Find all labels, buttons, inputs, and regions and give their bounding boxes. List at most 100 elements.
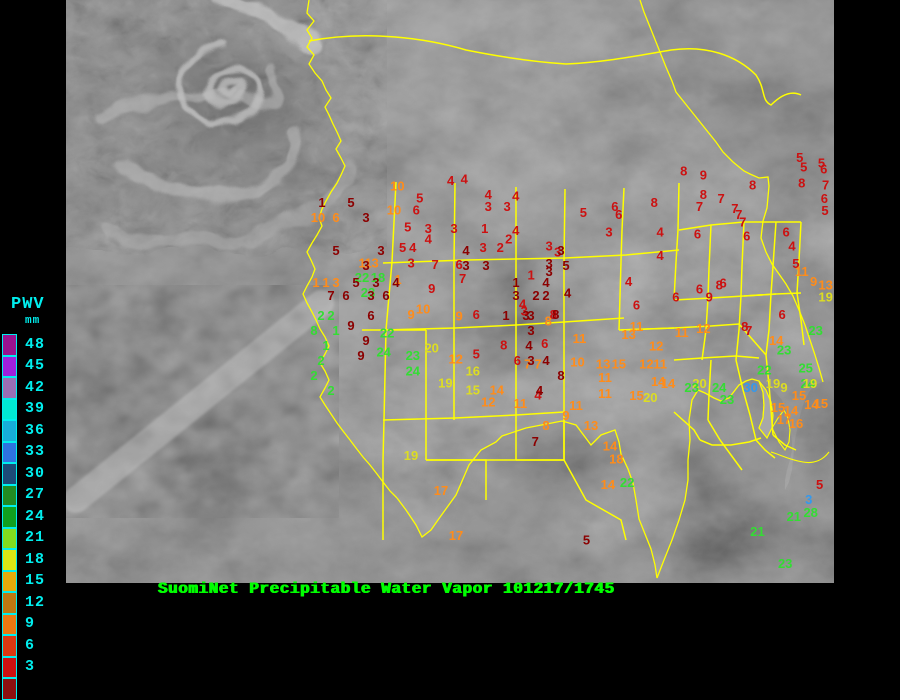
svg-text:12: 12 — [448, 351, 462, 366]
svg-text:5: 5 — [580, 205, 587, 220]
svg-text:4: 4 — [525, 338, 533, 353]
svg-text:6: 6 — [514, 353, 521, 368]
svg-text:15: 15 — [629, 388, 643, 403]
svg-text:24: 24 — [406, 363, 421, 378]
svg-text:2: 2 — [542, 288, 549, 303]
svg-text:3: 3 — [362, 210, 369, 225]
svg-text:5: 5 — [816, 477, 823, 492]
svg-text:8: 8 — [557, 368, 564, 383]
svg-text:30: 30 — [743, 380, 757, 395]
svg-text:6: 6 — [782, 225, 789, 240]
svg-text:6: 6 — [541, 336, 548, 351]
svg-text:24: 24 — [376, 345, 391, 360]
svg-text:4: 4 — [461, 171, 469, 186]
svg-text:4: 4 — [542, 353, 550, 368]
svg-text:11: 11 — [573, 331, 587, 346]
svg-text:7: 7 — [739, 215, 746, 230]
svg-text:19: 19 — [438, 375, 452, 390]
svg-text:6: 6 — [820, 162, 827, 177]
svg-text:2: 2 — [317, 308, 324, 323]
svg-text:2: 2 — [532, 288, 539, 303]
svg-text:12: 12 — [649, 339, 663, 354]
svg-text:7: 7 — [431, 257, 438, 272]
svg-text:4: 4 — [625, 274, 633, 289]
svg-text:9: 9 — [780, 380, 787, 395]
svg-text:10: 10 — [387, 202, 401, 217]
svg-text:5: 5 — [399, 240, 406, 255]
svg-text:11: 11 — [513, 396, 527, 411]
svg-text:6: 6 — [719, 276, 726, 291]
svg-text:21: 21 — [787, 509, 801, 524]
svg-text:16: 16 — [466, 363, 480, 378]
svg-text:2: 2 — [310, 368, 317, 383]
svg-text:1: 1 — [502, 308, 509, 323]
svg-text:6: 6 — [473, 307, 480, 322]
svg-text:2: 2 — [327, 308, 334, 323]
svg-text:6: 6 — [696, 282, 703, 297]
svg-text:4: 4 — [425, 231, 433, 246]
svg-text:10: 10 — [570, 355, 584, 370]
svg-text:1: 1 — [312, 275, 319, 290]
svg-text:3: 3 — [527, 308, 534, 323]
svg-text:20: 20 — [643, 390, 657, 405]
svg-text:17: 17 — [434, 483, 448, 498]
svg-text:4: 4 — [512, 189, 520, 204]
svg-text:23: 23 — [406, 348, 420, 363]
svg-text:3: 3 — [479, 240, 486, 255]
svg-text:3: 3 — [527, 353, 534, 368]
svg-text:7: 7 — [327, 288, 334, 303]
svg-text:15: 15 — [466, 382, 480, 397]
svg-text:6: 6 — [778, 307, 785, 322]
svg-text:23: 23 — [684, 380, 698, 395]
svg-text:4: 4 — [462, 243, 470, 258]
svg-text:9: 9 — [357, 348, 364, 363]
svg-text:23: 23 — [720, 392, 734, 407]
svg-text:28: 28 — [803, 505, 817, 520]
svg-text:11: 11 — [795, 264, 809, 279]
svg-text:8: 8 — [310, 323, 317, 338]
svg-text:1: 1 — [322, 338, 329, 353]
svg-text:12: 12 — [639, 356, 653, 371]
svg-text:6: 6 — [633, 297, 640, 312]
svg-text:8: 8 — [552, 307, 559, 322]
svg-text:4: 4 — [512, 223, 520, 238]
svg-text:19: 19 — [818, 290, 832, 305]
svg-text:4: 4 — [656, 248, 664, 263]
svg-text:9: 9 — [455, 309, 462, 324]
svg-text:4: 4 — [788, 238, 796, 253]
svg-text:3: 3 — [362, 258, 369, 273]
svg-text:5: 5 — [583, 533, 590, 548]
svg-text:1: 1 — [318, 195, 325, 210]
svg-text:3: 3 — [545, 238, 552, 253]
svg-text:6: 6 — [743, 229, 750, 244]
svg-text:6: 6 — [342, 288, 349, 303]
svg-text:6: 6 — [332, 210, 339, 225]
svg-text:6: 6 — [615, 207, 622, 222]
svg-text:12: 12 — [696, 321, 710, 336]
svg-text:13: 13 — [621, 327, 635, 342]
svg-text:3: 3 — [332, 275, 339, 290]
svg-text:3: 3 — [605, 225, 612, 240]
svg-text:11: 11 — [569, 398, 583, 413]
svg-text:19: 19 — [766, 376, 780, 391]
svg-text:6: 6 — [382, 288, 389, 303]
svg-text:5: 5 — [800, 160, 807, 175]
svg-text:4: 4 — [447, 173, 455, 188]
svg-text:16: 16 — [789, 416, 803, 431]
svg-text:3: 3 — [527, 323, 534, 338]
svg-text:8: 8 — [542, 418, 549, 433]
svg-text:4: 4 — [409, 240, 417, 255]
svg-text:3: 3 — [557, 243, 564, 258]
svg-text:19: 19 — [404, 448, 418, 463]
svg-text:8: 8 — [749, 177, 756, 192]
svg-text:4: 4 — [564, 286, 572, 301]
svg-text:4: 4 — [536, 383, 544, 398]
svg-text:14: 14 — [661, 376, 676, 391]
svg-text:22: 22 — [380, 326, 394, 341]
svg-text:2: 2 — [505, 231, 512, 246]
svg-text:11: 11 — [653, 356, 667, 371]
svg-text:14: 14 — [490, 382, 505, 397]
svg-text:3: 3 — [462, 258, 469, 273]
svg-text:3: 3 — [372, 275, 379, 290]
svg-text:15: 15 — [612, 356, 626, 371]
